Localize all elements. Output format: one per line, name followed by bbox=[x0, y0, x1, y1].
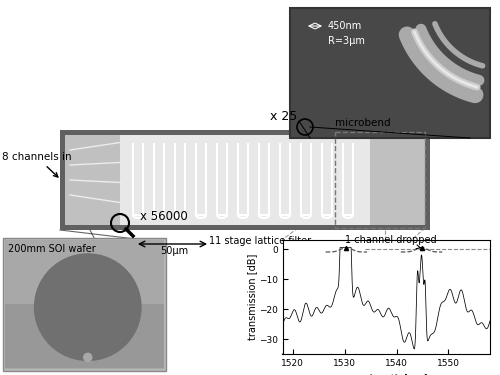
Text: x 25: x 25 bbox=[270, 110, 297, 123]
Bar bbox=[5, 240, 164, 369]
Text: 200mm SOI wafer: 200mm SOI wafer bbox=[8, 244, 96, 254]
Bar bbox=[65, 135, 425, 225]
Bar bbox=[335, 132, 425, 228]
Y-axis label: transmission [dB]: transmission [dB] bbox=[247, 254, 257, 340]
Text: 11 stage lattice filter: 11 stage lattice filter bbox=[209, 236, 311, 246]
Bar bbox=[3, 238, 166, 371]
Bar bbox=[290, 8, 490, 138]
Circle shape bbox=[84, 353, 92, 362]
Text: microbend: microbend bbox=[335, 118, 390, 128]
Bar bbox=[120, 135, 370, 225]
Text: 8 channels in: 8 channels in bbox=[2, 152, 71, 177]
Bar bbox=[370, 135, 425, 225]
Bar bbox=[60, 130, 430, 230]
Circle shape bbox=[34, 254, 141, 360]
Text: R=3μm: R=3μm bbox=[328, 36, 365, 46]
X-axis label: wavelength [nm]: wavelength [nm] bbox=[344, 374, 428, 375]
Text: x 56000: x 56000 bbox=[140, 210, 188, 223]
Bar bbox=[5, 304, 164, 368]
Text: 450nm: 450nm bbox=[328, 21, 362, 31]
Text: 1 channel dropped: 1 channel dropped bbox=[344, 235, 436, 249]
Text: 50μm: 50μm bbox=[160, 246, 188, 256]
Bar bbox=[65, 135, 120, 225]
